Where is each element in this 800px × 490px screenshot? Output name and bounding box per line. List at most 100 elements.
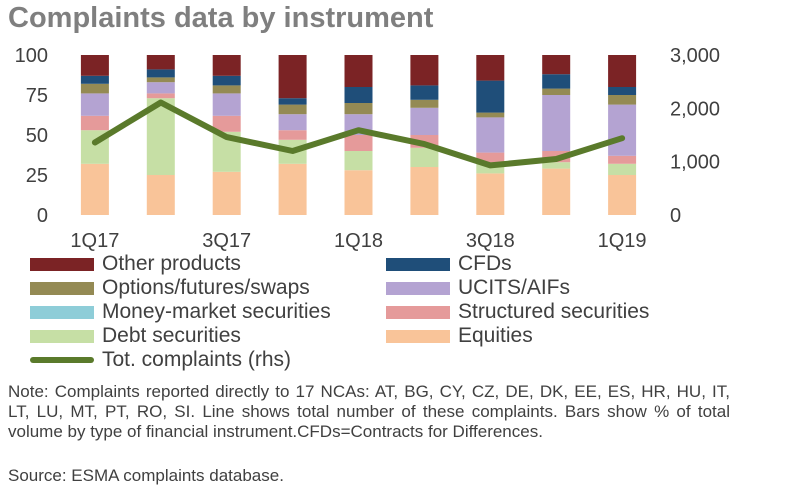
legend-item: CFDs <box>386 252 512 276</box>
bar-segment <box>344 55 373 87</box>
x-tick-label: 1Q19 <box>598 230 647 252</box>
bar-segment <box>476 112 505 118</box>
bar-segment <box>608 55 637 87</box>
bar-segment <box>344 135 373 151</box>
legend-item: Other products <box>30 252 241 276</box>
bar-segment <box>344 87 373 103</box>
legend-label: Equities <box>458 324 533 347</box>
legend-label: Debt securities <box>102 324 241 347</box>
bar-segment <box>542 74 571 89</box>
bar-segment <box>212 55 241 76</box>
legend-swatch <box>386 281 450 295</box>
bar-segment <box>278 130 307 140</box>
x-tick-label: 1Q17 <box>70 230 119 252</box>
bar-segment <box>608 104 637 156</box>
bar-segment <box>212 171 241 215</box>
bar-segment <box>476 80 505 113</box>
bar-segment <box>410 99 439 108</box>
y-left-tick-label: 75 <box>26 85 48 107</box>
legend-swatch <box>386 305 450 319</box>
legend-item: Debt securities <box>30 324 241 348</box>
chart-note: Note: Complaints reported directly to 17… <box>8 382 730 441</box>
bar-segment <box>146 77 175 83</box>
bar-segment <box>212 115 241 132</box>
legend-label: Structured securities <box>458 300 650 323</box>
bar-segment <box>410 55 439 86</box>
bar-segment <box>146 55 175 70</box>
legend-item: Equities <box>386 324 533 348</box>
legend-label: UCITS/AIFs <box>458 276 571 299</box>
legend-swatch <box>30 257 94 271</box>
y-right-tick-label: 0 <box>670 205 681 227</box>
bar-segment <box>278 163 307 215</box>
chart-legend: Other products CFDs Options/futures/swaps U… <box>30 252 730 377</box>
legend-item: Structured securities <box>386 300 649 324</box>
legend-item: Money-market securities <box>30 300 331 324</box>
y-right-tick-label: 3,000 <box>670 45 720 67</box>
bar-segment <box>80 75 109 84</box>
y-right-tick-label: 2,000 <box>670 98 720 120</box>
legend-swatch <box>30 329 94 343</box>
chart-title: Complaints data by instrument <box>8 2 434 34</box>
chart-source: Source: ESMA complaints database. <box>8 466 284 485</box>
bar-segment <box>80 93 109 116</box>
bar-segment <box>476 173 505 215</box>
y-left-tick-label: 100 <box>15 45 48 67</box>
x-tick-label: 3Q18 <box>466 230 515 252</box>
bar-segment <box>146 93 175 99</box>
bar-segment <box>278 104 307 115</box>
bar-segment <box>80 163 109 215</box>
legend-label: CFDs <box>458 252 512 275</box>
bar-segment <box>146 69 175 78</box>
bar-segment <box>212 93 241 116</box>
x-tick-label: 1Q18 <box>334 230 383 252</box>
bar-segment <box>608 163 637 175</box>
bar-segment <box>146 82 175 94</box>
bar-segment <box>476 117 505 153</box>
chart: 0 25 50 75 100 0 1,000 2,000 3,000 1Q17 3Q17 1Q18 3Q… <box>15 45 720 252</box>
bar-segment <box>542 88 571 95</box>
legend-swatch <box>386 329 450 343</box>
y-left-tick-label: 25 <box>26 165 48 187</box>
bar-segment <box>410 167 439 215</box>
legend-swatch <box>386 257 450 271</box>
bar-segment <box>542 168 571 215</box>
bar-segment <box>80 83 109 94</box>
y-left-tick-label: 50 <box>26 125 48 147</box>
bar-segment <box>410 107 439 135</box>
bar-segment <box>80 55 109 76</box>
legend-item: UCITS/AIFs <box>386 276 570 300</box>
legend-line-swatch <box>30 357 94 363</box>
legend-swatch <box>30 281 94 295</box>
bar-segment <box>542 55 571 75</box>
legend-swatch <box>30 305 94 319</box>
bar-segment <box>410 147 439 167</box>
legend-label: Options/futures/swaps <box>102 276 310 299</box>
y-left-tick-label: 0 <box>37 205 48 227</box>
bar-segment <box>344 170 373 215</box>
bar-segment <box>608 155 637 164</box>
bar-segment <box>146 175 175 215</box>
bar-segment <box>410 85 439 100</box>
bar-segment <box>212 75 241 86</box>
bar-segment <box>608 87 637 95</box>
bar-segment <box>278 98 307 105</box>
bar-segment <box>278 55 307 99</box>
bar-segment <box>344 103 373 115</box>
legend-item: Tot. complaints (rhs) <box>30 348 291 372</box>
bar-segment <box>608 95 637 105</box>
legend-label: Other products <box>102 252 241 275</box>
bar-segment <box>344 151 373 171</box>
bar-segment <box>542 162 571 169</box>
bar-segment <box>80 115 109 131</box>
y-right-tick-label: 1,000 <box>670 152 720 174</box>
bar-segment <box>608 175 637 215</box>
legend-label: Money-market securities <box>102 300 331 323</box>
legend-label: Tot. complaints (rhs) <box>102 348 292 371</box>
legend-item: Options/futures/swaps <box>30 276 310 300</box>
bar-segment <box>278 114 307 131</box>
bar-segment <box>476 152 505 164</box>
bar-segment <box>476 55 505 81</box>
bar-segment <box>212 85 241 94</box>
x-tick-label: 3Q17 <box>202 230 251 252</box>
